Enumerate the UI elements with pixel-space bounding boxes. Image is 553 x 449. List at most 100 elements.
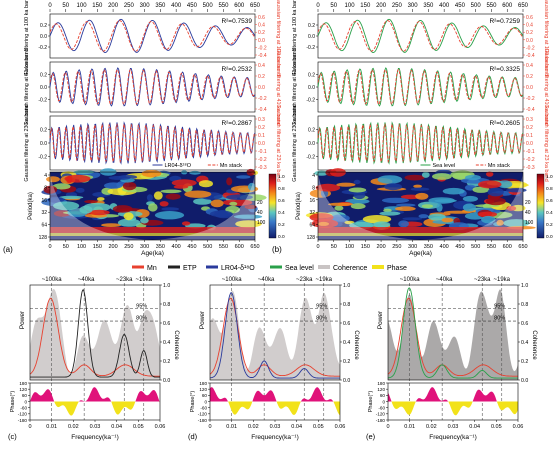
band-label: ~40ka xyxy=(78,277,95,283)
top-axis-tick-label: 350 xyxy=(423,3,434,9)
filter-row-ylabel: Gaussian filtering at 41 ka band xyxy=(292,48,298,125)
phase-tick-label: -60 xyxy=(20,405,27,410)
left-tick-label: 0.2 xyxy=(40,23,47,29)
wavelet-power-blob xyxy=(496,219,504,226)
frequency-tick-label: 0.03 xyxy=(270,424,281,430)
wavelet-power-blob xyxy=(328,202,354,206)
r-squared-label: R²=0.3325 xyxy=(489,66,520,73)
coherence-area xyxy=(210,290,340,380)
top-axis-tick-label: 650 xyxy=(518,3,529,9)
phase-label: Phase(°) xyxy=(190,391,196,413)
frequency-tick-label: 0.01 xyxy=(404,424,415,430)
wavelet-power-blob xyxy=(317,221,330,226)
frequency-tick-label: 0.04 xyxy=(111,424,122,430)
wavelet-power-blob xyxy=(465,174,481,181)
wavelet-power-blob xyxy=(486,171,494,177)
bottom-axis-tick-label: 0 xyxy=(316,244,319,250)
phase-tick-label: 60 xyxy=(22,393,28,398)
power-frame xyxy=(29,284,161,381)
wavelet-frame xyxy=(317,171,524,241)
filter-row-ylabel-right: Gaussian filtering at 23 ka band xyxy=(543,104,549,181)
top-axis-tick-label: 450 xyxy=(455,3,466,9)
right-tick-label: -0.2 xyxy=(258,157,267,163)
bottom-axis-tick-label: 450 xyxy=(187,244,196,250)
wavelet-xlabel: Age(ka) xyxy=(409,250,432,257)
bottom-axis-tick-label: 300 xyxy=(140,244,149,250)
wavelet-power-blob xyxy=(171,179,197,187)
filter-row-ylabel-right: Gaussian filtering at 23 ka band xyxy=(275,104,281,181)
frequency-xlabel: Frequency(ka⁻¹) xyxy=(429,434,477,441)
right-tick-label: 0.0 xyxy=(258,38,265,44)
wavelet-power-blob xyxy=(122,181,137,191)
coherence-tick-label: 0.4 xyxy=(163,340,170,346)
right-tick-label: 0.0 xyxy=(258,141,265,147)
coherence-tick-label: 0.2 xyxy=(163,359,170,365)
mn-filter-line xyxy=(317,20,524,52)
wavelet-period-tick-label: 4 xyxy=(44,173,47,179)
filter-row-ylabel-right: Gaussian filtering at 100 ka band xyxy=(543,0,549,76)
mn-power-line xyxy=(387,297,518,377)
top-axis-tick-label: 300 xyxy=(408,3,419,9)
frequency-xlabel: Frequency(ka⁻¹) xyxy=(71,434,119,441)
wavelet-power-blob xyxy=(101,223,122,228)
wavelet-power-blob xyxy=(146,194,153,202)
wavelet-low-band xyxy=(318,233,523,236)
wavelet-power-blob xyxy=(331,214,350,222)
colorbar-tick-label: 0.4 xyxy=(278,210,285,216)
wavelet-colorbar xyxy=(536,173,545,239)
etp-power-line xyxy=(30,289,160,378)
sea-level-filter-line xyxy=(317,18,524,53)
wavelet-power-blob xyxy=(478,211,497,218)
spectral-panel-tag: (e) xyxy=(366,432,376,441)
band-label: ~100ka xyxy=(42,277,63,283)
wavelet-period-tick-label: 16 xyxy=(41,198,47,204)
left-tick-label: 0.2 xyxy=(308,128,315,134)
wavelet-cone-of-influence xyxy=(318,172,523,240)
wavelet-power-blob xyxy=(244,204,257,210)
panel-a-tag: (a) xyxy=(3,245,13,254)
wavelet-power-blob xyxy=(329,168,346,177)
confidence-level-label: 80% xyxy=(316,316,327,322)
wavelet-power-blob xyxy=(428,197,456,204)
right-tick-label: 0.1 xyxy=(258,133,265,139)
wavelet-power-blob xyxy=(472,186,490,193)
wavelet-power-blob xyxy=(159,201,169,207)
coherence-tick-label: 0.8 xyxy=(521,302,528,308)
legend-ref-label: Sea level xyxy=(433,163,456,169)
top-axis-tick-label: 300 xyxy=(140,3,151,9)
wavelet-period-tick-label: 128 xyxy=(39,235,48,241)
wavelet-power-blob xyxy=(161,207,180,211)
phase-tick-label: 0 xyxy=(204,399,207,404)
wavelet-power-blob xyxy=(47,196,65,203)
right-tick-label: 0.2 xyxy=(258,125,265,131)
wavelet-power-blob xyxy=(226,194,253,200)
wavelet-power-blob xyxy=(64,174,91,183)
frequency-tick-label: 0.05 xyxy=(491,424,502,430)
top-axis-tick-label: 550 xyxy=(486,3,497,9)
frequency-tick-label: 0.02 xyxy=(248,424,259,430)
spectral-panel-tag: (c) xyxy=(8,432,17,441)
right-tick-label: 0.4 xyxy=(258,63,265,69)
frequency-tick-label: 0.06 xyxy=(155,424,166,430)
wavelet-power-blob xyxy=(350,203,366,210)
wavelet-power-blob xyxy=(84,200,98,204)
top-axis-tick-label: 100 xyxy=(345,3,356,9)
wavelet-power-blob xyxy=(181,170,188,175)
wavelet-right-tick-label: 20 xyxy=(257,200,263,206)
wavelet-power-blob xyxy=(436,203,443,212)
wavelet-power-blob xyxy=(160,189,182,194)
left-tick-label: 0.2 xyxy=(40,128,47,134)
wavelet-power-blob xyxy=(226,177,233,186)
bottom-axis-tick-label: 400 xyxy=(440,244,449,250)
left-tick-label: -0.2 xyxy=(306,98,315,104)
wavelet-power-blob xyxy=(153,191,163,200)
phase-positive-area xyxy=(210,387,340,402)
wavelet-power-blob xyxy=(210,210,233,218)
bottom-axis-tick-label: 500 xyxy=(203,244,212,250)
wavelet-power-blob xyxy=(210,199,224,208)
right-tick-label: -0.3 xyxy=(526,165,535,171)
right-tick-label: -0.1 xyxy=(526,149,535,155)
wavelet-power-blob xyxy=(377,175,403,184)
bottom-axis-tick-label: 550 xyxy=(219,244,228,250)
wavelet-period-tick-label: 8 xyxy=(44,185,47,191)
